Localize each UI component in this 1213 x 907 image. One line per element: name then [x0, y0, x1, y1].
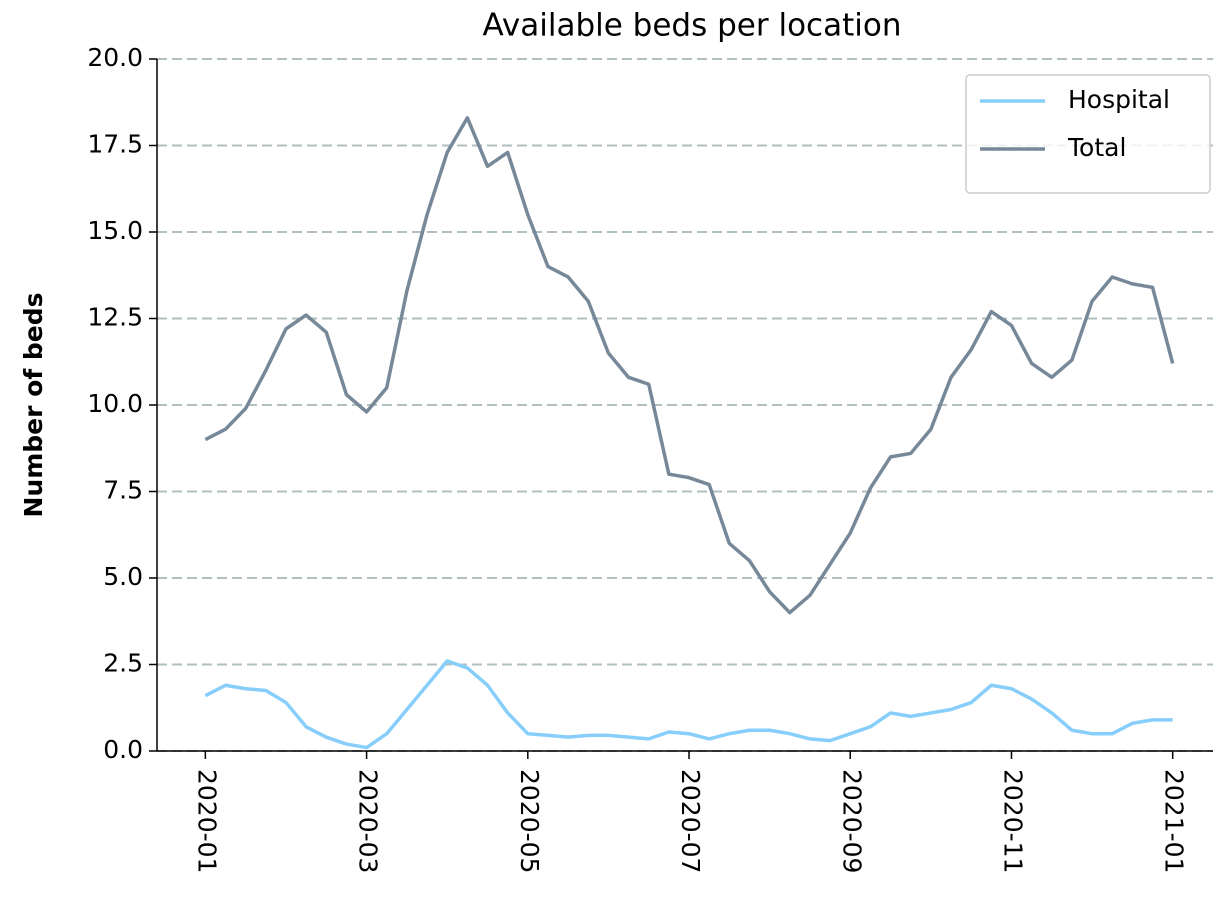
- y-tick-label: 7.5: [103, 476, 143, 505]
- y-tick-label: 2.5: [103, 649, 143, 678]
- y-tick-label: 12.5: [87, 303, 143, 332]
- data-line: [204, 116, 1175, 615]
- x-tick-label: 2020-03: [354, 769, 383, 873]
- legend-box: [965, 74, 1211, 194]
- x-tick-label: 2020-11: [998, 769, 1027, 873]
- x-tick-label: 2020-09: [837, 769, 866, 873]
- x-tick-label: 2020-01: [192, 769, 221, 873]
- x-tick-label: 2021-01: [1160, 769, 1189, 873]
- data-line: [204, 659, 1173, 750]
- y-tick-label: 15.0: [87, 216, 143, 245]
- legend-label: Total: [1067, 133, 1126, 162]
- y-tick-label: 10.0: [87, 389, 143, 418]
- y-tick-label: 20.0: [87, 43, 143, 72]
- legend-label: Hospital: [1068, 85, 1170, 114]
- x-tick-label: 2020-05: [515, 769, 544, 873]
- y-tick-label: 5.0: [103, 562, 143, 591]
- y-tick-label: 0.0: [103, 735, 143, 764]
- x-tick-label: 2020-07: [676, 769, 705, 873]
- chart-title: Available beds per location: [483, 8, 902, 44]
- y-axis-label: Number of beds: [19, 292, 48, 517]
- y-tick-label: 17.5: [87, 130, 143, 159]
